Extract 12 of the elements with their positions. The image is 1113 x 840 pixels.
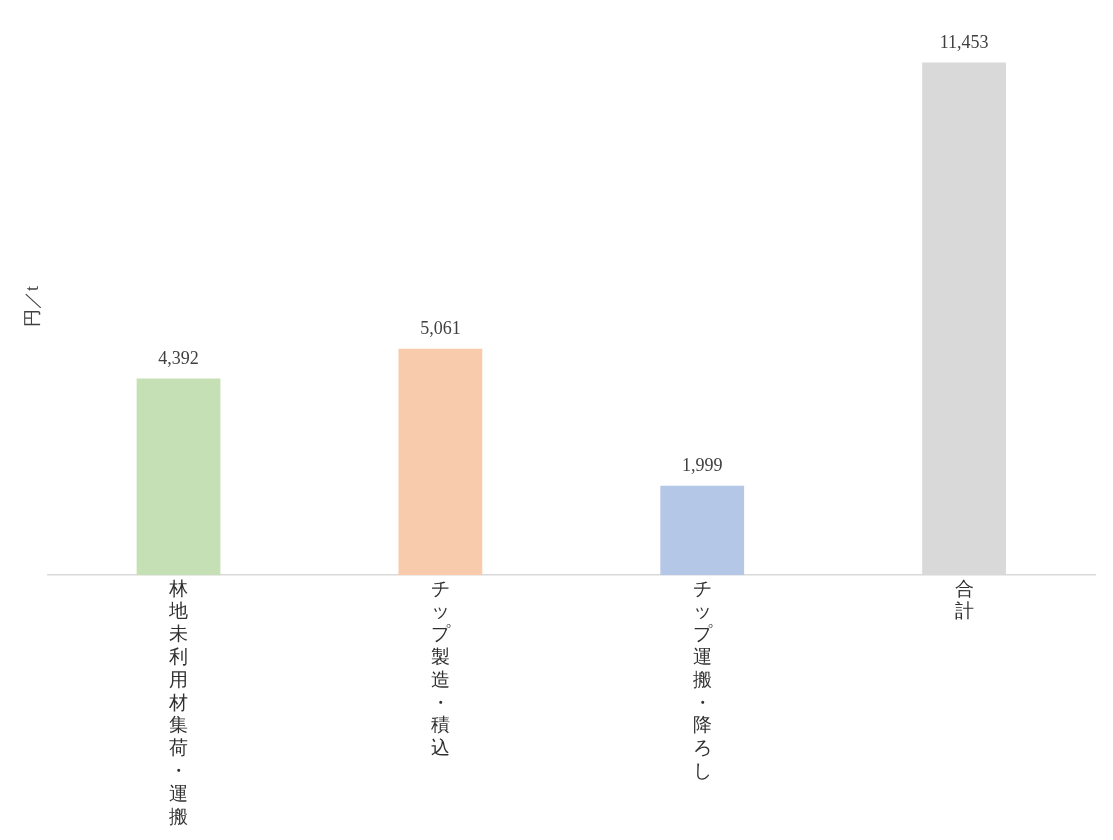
y-axis-title: 円／t	[21, 286, 42, 328]
bar	[136, 378, 221, 576]
category-label: チップ運搬・降ろし	[692, 577, 712, 781]
bar	[398, 348, 483, 576]
data-label: 11,453	[939, 32, 989, 53]
x-tick-label: 合計	[954, 577, 974, 622]
category-label: 林地未利用材集荷・運搬	[169, 577, 189, 827]
data-label: 1,999	[681, 455, 723, 476]
data-label: 5,061	[420, 318, 461, 339]
x-tick-label: チップ製造・積込	[430, 577, 451, 759]
data-label: 4,392	[158, 348, 199, 369]
bar	[660, 485, 745, 576]
